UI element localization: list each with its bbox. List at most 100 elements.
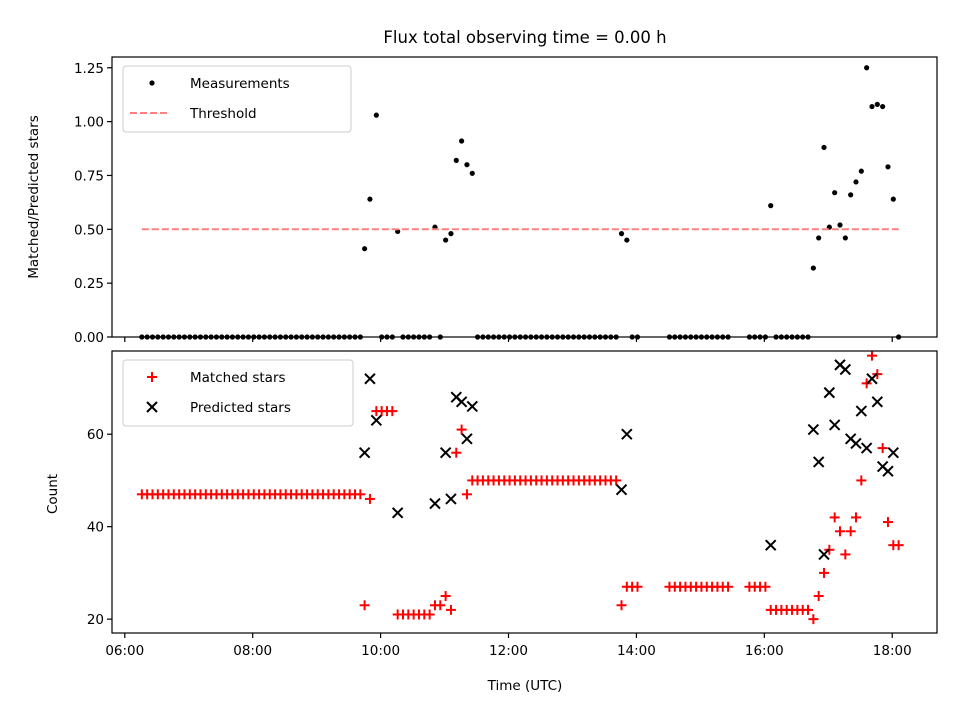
data-point xyxy=(424,609,435,620)
data-point xyxy=(443,237,449,243)
data-point xyxy=(435,600,446,611)
data-point xyxy=(890,196,896,202)
data-point xyxy=(448,231,454,237)
legend-label: Predicted stars xyxy=(190,400,291,416)
data-point xyxy=(391,507,404,519)
data-point xyxy=(840,549,851,560)
data-point xyxy=(856,475,867,486)
data-point xyxy=(765,539,777,551)
data-point xyxy=(440,591,451,602)
data-point xyxy=(829,512,840,523)
top-y-axis-label: Matched/Predicted stars xyxy=(26,115,42,278)
legend-swatch xyxy=(149,80,155,86)
data-point xyxy=(624,237,630,243)
y-tick-label: 1.00 xyxy=(74,115,104,131)
data-point xyxy=(853,179,859,185)
data-point xyxy=(359,600,370,611)
data-point xyxy=(837,222,843,228)
data-point xyxy=(877,443,888,454)
data-point xyxy=(768,203,774,209)
data-point xyxy=(461,489,472,500)
y-tick-label: 0.00 xyxy=(74,330,104,346)
data-point xyxy=(860,442,873,454)
legend-swatch xyxy=(147,372,157,382)
y-tick-label: 0.25 xyxy=(74,276,104,292)
data-point xyxy=(364,493,375,504)
data-point xyxy=(632,581,643,592)
data-point xyxy=(864,65,870,71)
x-tick-label: 18:00 xyxy=(873,643,912,659)
y-tick-label: 40 xyxy=(87,520,104,536)
data-point xyxy=(869,103,875,110)
chart-title: Flux total observing time = 0.00 h xyxy=(383,28,666,47)
data-point xyxy=(456,424,467,435)
plot-frame xyxy=(111,350,938,634)
data-point xyxy=(445,604,456,615)
data-point xyxy=(611,475,622,486)
series-matched-stars xyxy=(136,350,904,625)
data-point xyxy=(373,112,379,118)
bottom-axes: 20 40 60 06:00 08:00 10:00 12:00 14:00 16:00 18:0… xyxy=(87,350,938,659)
data-point xyxy=(866,373,878,385)
data-point xyxy=(760,581,771,592)
data-point xyxy=(808,614,819,625)
data-point xyxy=(453,157,459,163)
legend-box xyxy=(122,65,352,133)
data-point xyxy=(451,447,462,458)
data-point xyxy=(355,489,366,500)
bottom-panel: Time (UTC) Count 20 40 60 06:00 08:00 10:00 12… xyxy=(45,350,938,694)
data-point xyxy=(387,406,398,417)
data-point xyxy=(818,548,830,561)
x-tick-label: 10:00 xyxy=(361,643,400,659)
series-predicted-stars xyxy=(358,359,900,561)
data-point xyxy=(807,423,820,436)
data-point xyxy=(803,604,814,615)
data-point xyxy=(882,465,894,477)
x-tick-label: 14:00 xyxy=(617,643,656,659)
data-point xyxy=(845,526,856,537)
data-point xyxy=(461,433,473,445)
x-tick-label: 16:00 xyxy=(745,643,784,659)
data-point xyxy=(459,138,465,144)
plot-frame xyxy=(111,56,938,338)
data-point xyxy=(723,581,734,592)
data-point xyxy=(821,144,827,151)
data-point xyxy=(615,483,628,496)
data-point xyxy=(874,101,880,107)
data-point xyxy=(445,493,457,505)
data-point xyxy=(813,591,824,602)
data-point xyxy=(358,446,371,459)
y-tick-label: 0.75 xyxy=(74,168,104,184)
data-point xyxy=(866,350,877,361)
data-point xyxy=(871,396,884,408)
data-point xyxy=(621,428,633,440)
x-tick-label: 06:00 xyxy=(105,643,144,659)
data-point xyxy=(855,405,868,417)
bottom-legend: Matched stars Predicted stars xyxy=(122,359,354,427)
data-point xyxy=(618,231,625,237)
data-point xyxy=(819,567,830,578)
data-point xyxy=(367,196,373,202)
legend-box xyxy=(122,359,354,427)
bottom-plot-marks xyxy=(136,350,904,625)
data-point xyxy=(455,396,468,408)
x-tick-label: 08:00 xyxy=(233,643,272,659)
top-legend: Measurements Threshold xyxy=(122,65,352,133)
data-point xyxy=(469,170,475,176)
legend-swatch xyxy=(146,401,158,413)
top-panel: Flux total observing time = 0.00 h Match… xyxy=(26,28,938,346)
data-point xyxy=(362,246,368,252)
data-point xyxy=(885,164,891,170)
data-point xyxy=(880,103,886,110)
data-point xyxy=(848,192,854,198)
x-tick-label: 12:00 xyxy=(489,643,528,659)
data-point xyxy=(823,386,836,399)
top-axes: 0.00 0.25 0.50 0.75 1.00 1.25 xyxy=(74,56,938,346)
legend-label: Matched stars xyxy=(190,370,286,386)
x-axis-label: Time (UTC) xyxy=(487,678,563,694)
bottom-y-axis-label: Count xyxy=(45,474,61,514)
data-point xyxy=(850,512,861,523)
data-point xyxy=(893,540,904,551)
y-tick-label: 0.50 xyxy=(74,222,104,238)
